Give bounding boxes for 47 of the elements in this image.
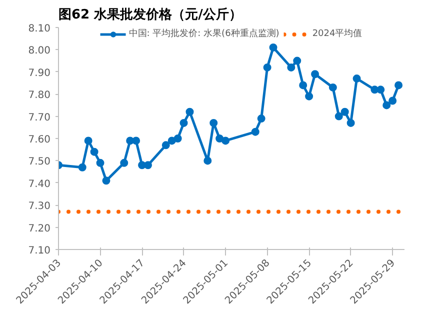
point bbox=[180, 118, 188, 127]
point bbox=[90, 148, 98, 156]
point bbox=[346, 118, 355, 127]
point bbox=[132, 136, 140, 145]
point bbox=[269, 43, 278, 52]
point bbox=[340, 108, 349, 116]
point bbox=[352, 74, 361, 83]
point bbox=[382, 101, 391, 110]
point bbox=[216, 134, 224, 142]
y-tick-label: 7.30 bbox=[28, 201, 50, 212]
y-tick-label: 7.40 bbox=[28, 178, 50, 190]
y-tick-label: 7.20 bbox=[28, 223, 50, 234]
point bbox=[299, 81, 308, 90]
y-tick-label: 7.60 bbox=[28, 134, 50, 146]
legend-label: 中国: 平均批发价: 水果(6种重点监测) bbox=[128, 28, 280, 40]
point bbox=[293, 56, 302, 65]
point bbox=[96, 158, 104, 167]
point bbox=[102, 176, 110, 185]
y-tick-label: 7.70 bbox=[28, 112, 50, 124]
point bbox=[287, 63, 296, 72]
y-tick-label: 8.00 bbox=[28, 46, 50, 57]
point bbox=[376, 86, 385, 94]
point bbox=[162, 141, 170, 150]
point bbox=[251, 128, 260, 136]
y-tick-label: 7.80 bbox=[28, 90, 50, 102]
point bbox=[222, 136, 230, 145]
point bbox=[84, 136, 92, 145]
y-tick-label: 7.50 bbox=[28, 156, 50, 168]
chart-title: 图62 水果批发价格（元/公斤） bbox=[58, 6, 242, 22]
point bbox=[334, 112, 343, 120]
point bbox=[120, 158, 128, 167]
point bbox=[78, 163, 86, 172]
point bbox=[388, 96, 397, 105]
y-tick-label: 7.10 bbox=[28, 246, 50, 256]
point bbox=[257, 114, 266, 123]
point bbox=[204, 156, 212, 165]
point bbox=[328, 83, 337, 92]
point bbox=[263, 63, 272, 72]
y-tick-label: 7.90 bbox=[28, 68, 50, 79]
y-tick-label: 8.10 bbox=[28, 24, 50, 34]
point bbox=[311, 70, 320, 78]
point bbox=[394, 81, 403, 90]
point bbox=[186, 108, 194, 116]
legend-label: 2024平均值 bbox=[312, 28, 362, 40]
point bbox=[305, 92, 314, 100]
point bbox=[210, 118, 218, 127]
point bbox=[174, 134, 182, 142]
